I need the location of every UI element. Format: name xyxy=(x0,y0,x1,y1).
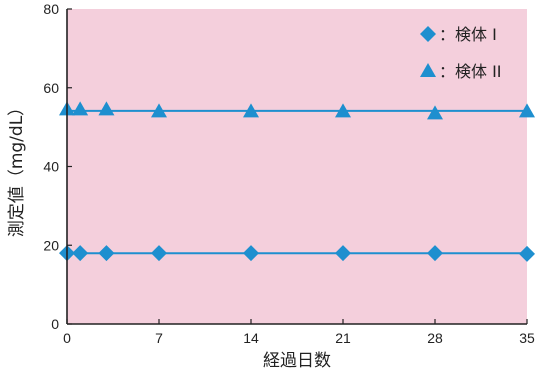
series-layer xyxy=(59,101,535,262)
series-1-point-3 xyxy=(98,245,115,262)
x-tick-label: 0 xyxy=(63,330,71,346)
y-tick-label: 60 xyxy=(43,80,59,96)
series-2-point-5 xyxy=(243,103,259,118)
series-1-point-7 xyxy=(427,245,443,262)
legend-label-1: ：検体 I xyxy=(439,25,497,44)
series-1-point-6 xyxy=(335,245,351,262)
y-axis-label: 測定値（mg/dL） xyxy=(7,99,27,237)
plot-area xyxy=(67,9,527,324)
series-1-point-5 xyxy=(243,245,259,262)
ticks-layer: 0 7 14 21 28 35 0 20 40 60 80 xyxy=(43,1,535,346)
series-2-point-3 xyxy=(98,101,115,116)
y-tick-label: 0 xyxy=(51,316,59,332)
x-tick-label: 21 xyxy=(335,330,351,346)
series-1 xyxy=(59,245,535,262)
series-1-point-4 xyxy=(151,245,167,262)
y-tick-label: 40 xyxy=(43,159,59,175)
series-2-point-4 xyxy=(151,103,167,118)
y-tick-label: 80 xyxy=(43,1,59,17)
x-tick-label: 7 xyxy=(155,330,163,346)
x-tick-label: 28 xyxy=(427,330,443,346)
legend-label-2: ：検体 II xyxy=(439,62,502,81)
series-2-point-2 xyxy=(72,101,89,116)
legend-marker-2 xyxy=(420,63,436,77)
series-1-point-2 xyxy=(72,245,89,262)
x-tick-label: 35 xyxy=(519,330,535,346)
series-2-point-6 xyxy=(335,103,351,118)
series-2 xyxy=(59,101,535,120)
legend: ：検体 I ：検体 II xyxy=(420,25,502,81)
series-2-point-8 xyxy=(519,103,535,118)
x-axis-label: 経過日数 xyxy=(263,351,331,371)
series-2-point-7 xyxy=(427,105,443,120)
legend-marker-1 xyxy=(420,26,436,42)
series-1-point-8 xyxy=(519,245,535,262)
x-tick-label: 14 xyxy=(243,330,259,346)
y-tick-label: 20 xyxy=(43,237,59,253)
